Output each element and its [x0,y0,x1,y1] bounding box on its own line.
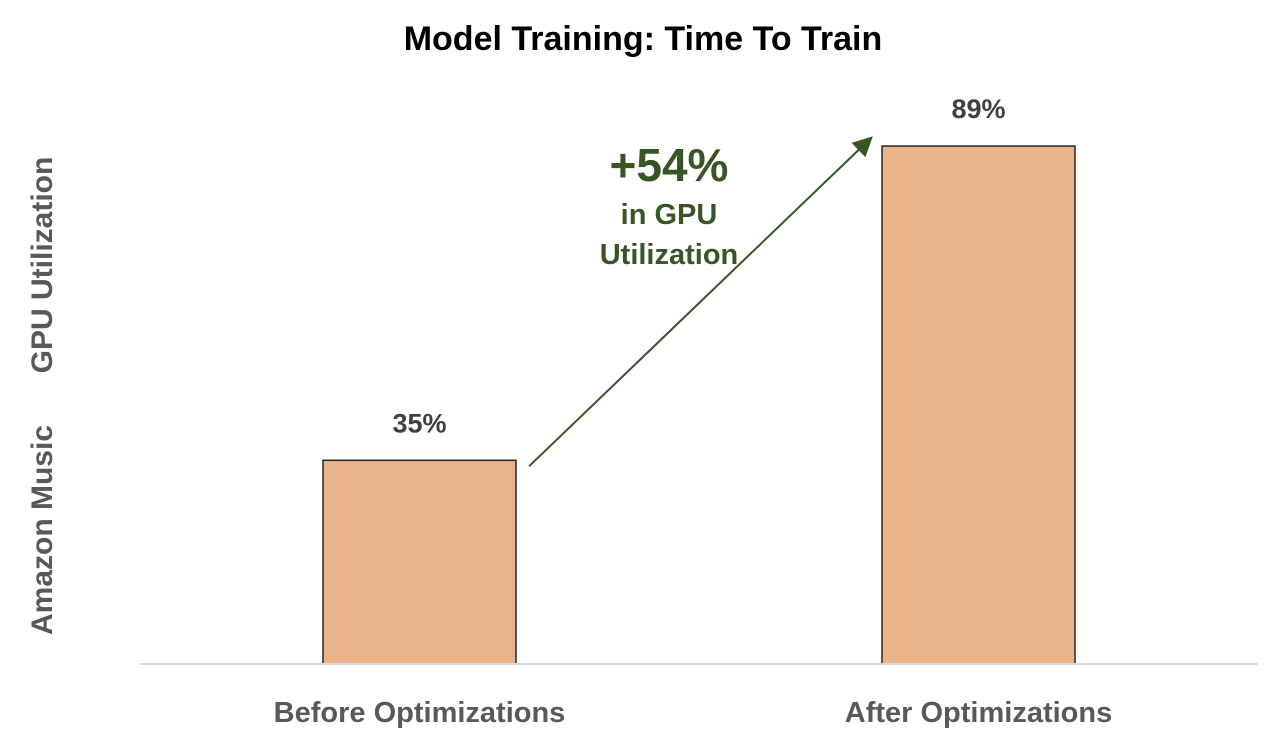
annotation-headline: +54% [610,139,729,191]
y-axis-label-line1: Amazon Music [26,425,59,635]
annotation-line1: in GPU [621,199,718,231]
growth-arrow [528,136,873,468]
bar-1 [881,145,1076,665]
bar-0 [322,459,517,665]
data-label-1: 89% [951,94,1005,124]
x-tick-label-0: Before Optimizations [274,697,566,729]
y-axis-label: Amazon Music GPU Utilization [26,157,59,635]
annotation-line2: Utilization [600,239,739,271]
annotation: +54% in GPU Utilization [600,139,739,271]
data-label-0: 35% [392,408,446,438]
x-tick-label-1: After Optimizations [845,697,1112,729]
y-axis-label-line2: GPU Utilization [26,157,59,374]
labels-layer: 35% Before Optimizations 89% After Optimiza… [274,94,1113,729]
bars-layer [322,145,1076,665]
chart-title: Model Training: Time To Train [404,20,883,58]
